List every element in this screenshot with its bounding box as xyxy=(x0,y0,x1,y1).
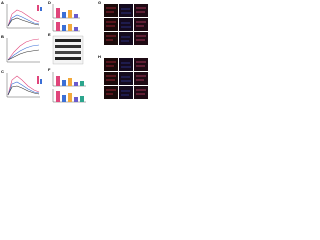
panel-label: H xyxy=(98,54,101,59)
panel-label: F xyxy=(48,67,51,72)
line-chart-a xyxy=(6,4,40,29)
microscopy-grid-h xyxy=(104,58,148,99)
line-chart-c xyxy=(6,73,40,98)
panel-label: B xyxy=(1,34,4,39)
bar-chart-f xyxy=(52,72,86,103)
panel-label: D xyxy=(48,0,51,5)
figure: A B C D E F G H xyxy=(1,0,148,103)
panel-label: E xyxy=(48,32,51,37)
panel-label: A xyxy=(1,0,4,5)
western-blot xyxy=(52,35,84,65)
microscopy-grid-g xyxy=(104,4,148,45)
panel-label: C xyxy=(1,69,4,74)
bar-mini-a xyxy=(37,5,42,11)
line-chart-b xyxy=(6,38,40,63)
bar-chart-d xyxy=(52,4,80,32)
panel-label: G xyxy=(98,0,101,5)
bar-mini-c xyxy=(37,76,42,84)
